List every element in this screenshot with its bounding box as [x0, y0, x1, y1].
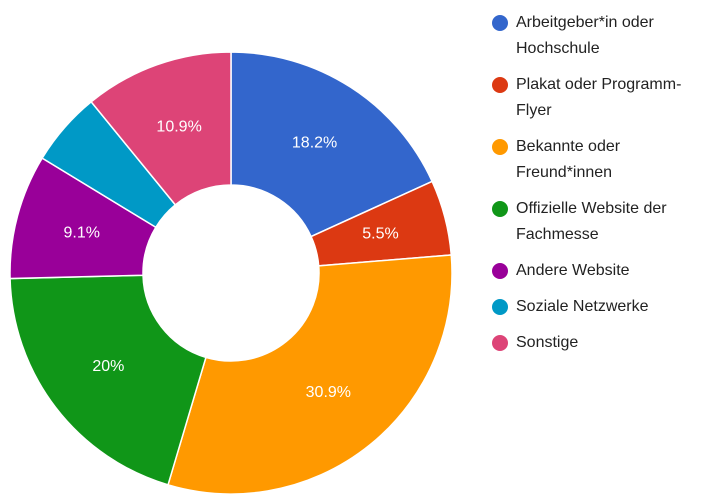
legend-swatch: [492, 335, 508, 351]
chart: 18.2% 5.5% 30.9% 20% 9.1% 10.9%: [9, 51, 453, 495]
legend-item: Arbeitgeber*in oder Hochschule: [490, 10, 720, 62]
legend-label: Bekannte oder Freund*innen: [516, 138, 621, 181]
slice: [9, 274, 207, 486]
slice: [167, 254, 453, 495]
slice-label: 5.5%: [362, 225, 398, 242]
slice-label: 10.9%: [156, 119, 201, 136]
legend-item: Soziale Netzwerke: [490, 294, 720, 320]
legend-swatch: [492, 263, 508, 279]
legend-label: Soziale Netzwerke: [516, 298, 649, 315]
slice: [230, 51, 434, 238]
slice-label: 18.2%: [292, 134, 337, 151]
legend-item: Offizielle Website der Fachmesse: [490, 196, 720, 248]
legend-label: Andere Website: [516, 262, 630, 279]
slice-label: 20%: [92, 358, 124, 375]
legend-swatch: [492, 77, 508, 93]
legend-label: Offizielle Website der Fachmesse: [516, 200, 667, 243]
legend-label: Sonstige: [516, 334, 579, 351]
legend-item: Andere Website: [490, 258, 720, 284]
legend-swatch: [492, 201, 508, 217]
slice-label: 9.1%: [63, 224, 99, 241]
legend-item: Bekannte oder Freund*innen: [490, 134, 720, 186]
legend-label: Arbeitgeber*in oder Hochschule: [516, 14, 654, 57]
legend: Arbeitgeber*in oder Hochschule Plakat ode…: [490, 10, 720, 366]
legend-swatch: [492, 299, 508, 315]
legend-swatch: [492, 139, 508, 155]
legend-swatch: [492, 15, 508, 31]
slice-label: 30.9%: [306, 384, 351, 401]
legend-item: Sonstige: [490, 330, 720, 356]
legend-item: Plakat oder Programm-Flyer: [490, 72, 720, 124]
legend-label: Plakat oder Programm-Flyer: [516, 76, 682, 119]
slice: [90, 51, 232, 206]
